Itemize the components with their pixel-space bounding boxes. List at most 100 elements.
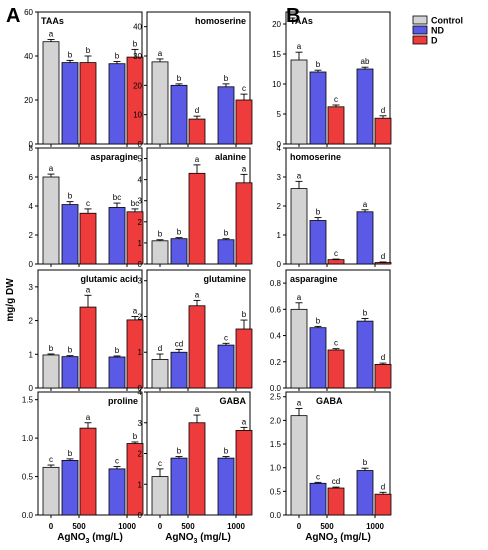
y-tick-label: 4	[277, 144, 282, 153]
bar-d	[327, 259, 345, 265]
y-tick-label: 1	[138, 348, 143, 357]
y-tick-label: 3	[138, 197, 143, 206]
significance-letter: c	[316, 472, 320, 481]
y-tick-label: 0.2	[270, 358, 282, 367]
x-tick-label: 1000	[227, 522, 245, 531]
chart-a-taas: 0 20 40 60 TAAs a b b b b	[24, 8, 144, 149]
bar-d	[188, 172, 206, 265]
chart-a-alanine: 0 1 2 3 4 5 alanine b b a b a	[138, 147, 253, 269]
y-tick-label: 0.0	[270, 384, 282, 393]
y-tick-label: 30	[133, 52, 142, 61]
significance-letter: b	[242, 310, 247, 319]
significance-letter: a	[195, 290, 200, 299]
y-tick-label: 0.6	[270, 305, 282, 314]
bar-d	[374, 363, 392, 389]
x-tick-label: 500	[181, 522, 195, 531]
y-tick-label: 0	[138, 384, 143, 393]
bar-d	[188, 305, 206, 389]
significance-letter: a	[195, 405, 200, 414]
significance-letter: c	[242, 84, 246, 93]
y-tick-label: 0	[29, 384, 34, 393]
significance-letter: c	[334, 95, 338, 104]
significance-letter: b	[316, 316, 321, 325]
bar-d	[374, 117, 392, 145]
y-tick-label: 40	[133, 23, 142, 32]
significance-letter: a	[363, 200, 368, 209]
chart-b-homoserine: 0 1 2 3 4 homoserine a b c a d	[277, 144, 392, 269]
chart-a-gaba: 0 1 2 3 4 GABA c b a b a 0 500 1000	[138, 388, 253, 531]
significance-letter: d	[158, 344, 162, 353]
significance-letter: a	[242, 164, 247, 173]
significance-letter: a	[297, 42, 302, 51]
bar-control	[151, 61, 169, 145]
bar-control	[290, 308, 308, 389]
bar-d	[79, 62, 97, 145]
bar-d	[235, 430, 253, 516]
y-tick-label: 2.0	[270, 416, 282, 425]
legend-swatch-control	[412, 15, 428, 25]
significance-letter: b	[177, 74, 182, 83]
significance-letter: b	[115, 52, 120, 61]
y-tick-label: 15	[272, 50, 281, 59]
y-tick-label: 40	[24, 52, 33, 61]
y-tick-label: 0.0	[22, 511, 34, 520]
y-tick-label: 0	[277, 260, 282, 269]
x-tick-label: 0	[297, 522, 302, 531]
y-tick-label: 3	[138, 419, 143, 428]
y-tick-label: 3	[138, 277, 143, 286]
bar-d	[79, 306, 97, 389]
significance-letter: cd	[175, 339, 183, 348]
y-axis-label: mg/g DW	[5, 278, 16, 322]
bar-control	[151, 358, 169, 389]
significance-letter: bc	[131, 199, 139, 208]
significance-letter: b	[49, 344, 54, 353]
bar-control	[42, 466, 60, 516]
x-tick-label: 1000	[366, 522, 384, 531]
significance-letter: c	[224, 333, 228, 342]
y-tick-label: 10	[272, 80, 281, 89]
bar-nd	[356, 320, 374, 389]
y-tick-label: 20	[133, 81, 142, 90]
bar-d	[327, 349, 345, 389]
bar-control	[151, 240, 169, 265]
bar-nd	[217, 86, 235, 145]
bar-control	[42, 354, 60, 389]
significance-letter: b	[86, 46, 91, 55]
significance-letter: d	[195, 106, 199, 115]
chart-title: glutamic acid	[80, 274, 138, 284]
significance-letter: a	[86, 413, 91, 422]
bar-nd	[309, 482, 327, 516]
significance-letter: b	[133, 39, 138, 48]
chart-title: alanine	[215, 152, 246, 162]
bar-nd	[170, 238, 188, 265]
significance-letter: ab	[361, 57, 370, 66]
y-tick-label: 1	[138, 239, 143, 248]
significance-letter: b	[316, 60, 321, 69]
y-tick-label: 4	[29, 202, 34, 211]
y-tick-label: 3	[277, 173, 282, 182]
significance-letter: c	[334, 249, 338, 258]
bar-nd	[309, 220, 327, 265]
chart-a-glutamine: 0 1 2 3 glutamine d cd a c b	[138, 269, 253, 393]
significance-letter: b	[224, 74, 229, 83]
y-tick-label: 2	[138, 450, 143, 459]
y-tick-label: 20	[272, 20, 281, 29]
significance-letter: d	[381, 353, 385, 362]
chart-title: glutamine	[203, 274, 246, 284]
legend-swatch-nd	[412, 25, 428, 35]
x-axis-label: AgNO3 (mg/L)	[305, 532, 371, 545]
bar-d	[374, 262, 392, 265]
bar-nd	[108, 468, 126, 516]
bar-nd	[61, 356, 79, 389]
y-tick-label: 2	[138, 218, 143, 227]
y-tick-label: 0.4	[270, 332, 282, 341]
significance-letter: d	[381, 106, 385, 115]
chart-a-homoserine: 0 10 20 30 40 homoserine a b d b c	[133, 11, 253, 149]
significance-letter: b	[177, 228, 182, 237]
significance-letter: a	[158, 49, 163, 58]
bar-nd	[356, 470, 374, 516]
bar-control	[290, 59, 308, 145]
y-tick-label: 0	[277, 140, 282, 149]
significance-letter: a	[49, 30, 54, 39]
